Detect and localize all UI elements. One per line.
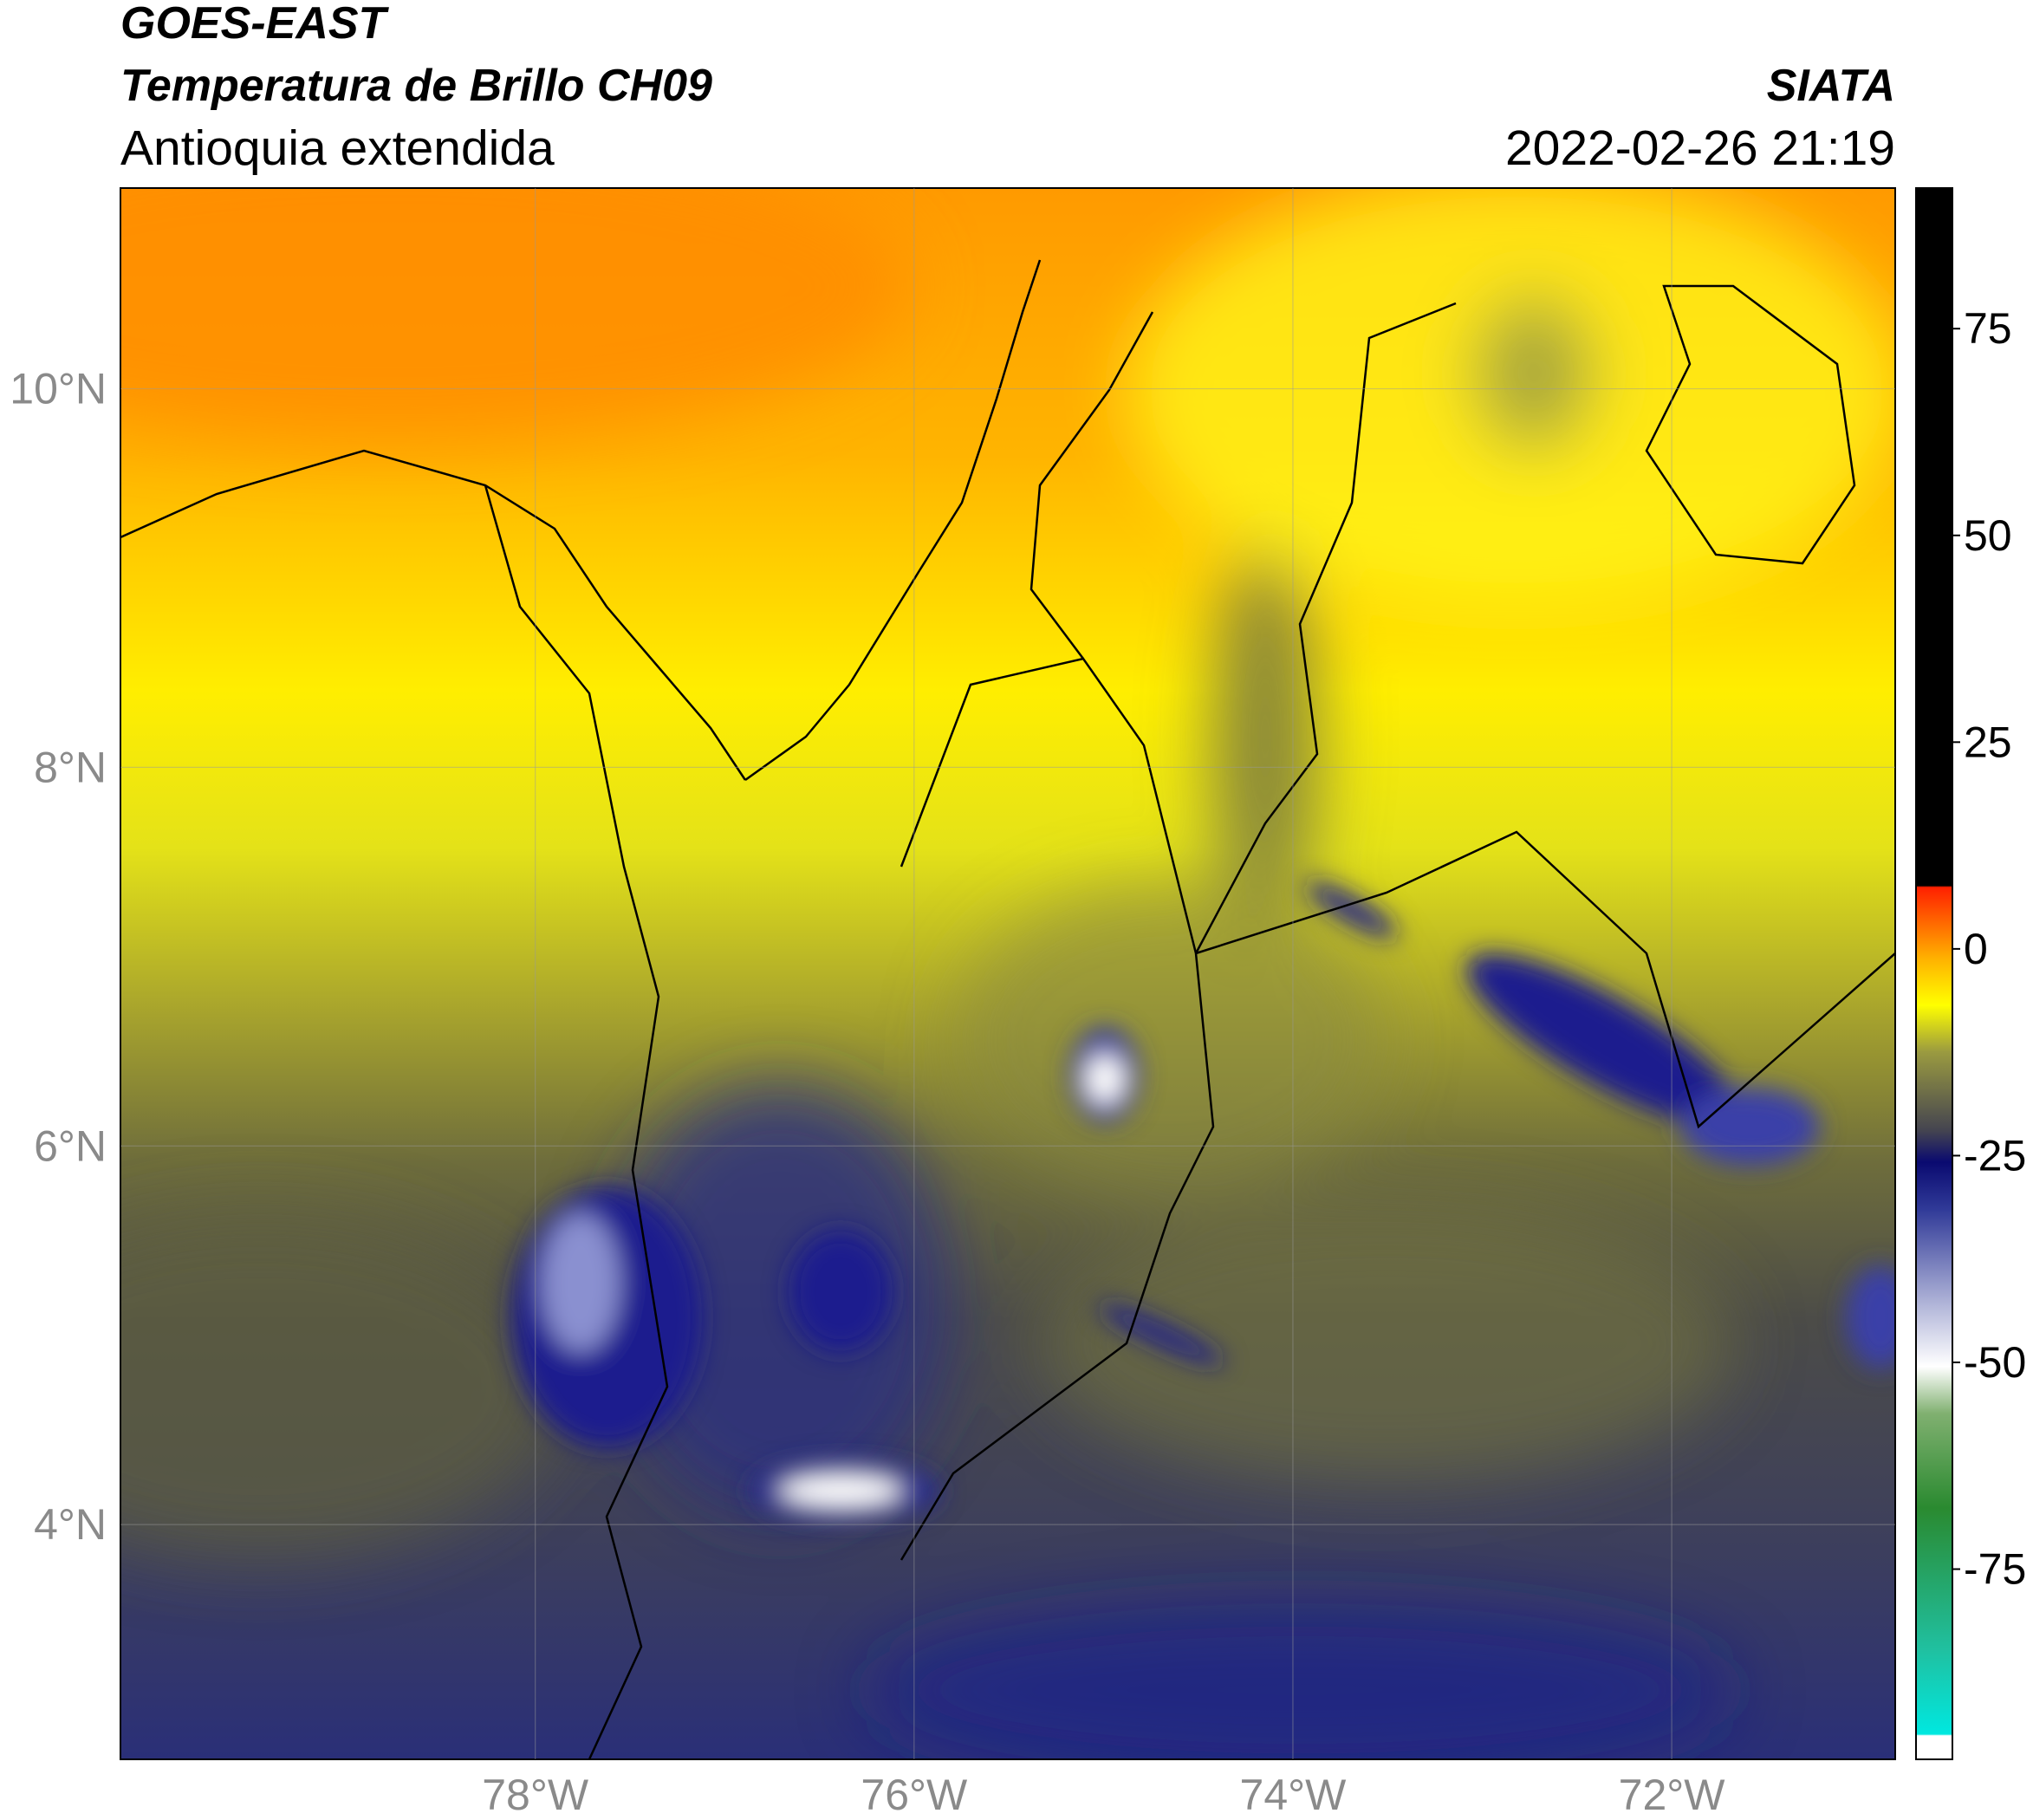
x-tick-label: 76°W — [861, 1771, 968, 1819]
colorbar-tick-label: -75 — [1964, 1545, 2026, 1594]
subtitle: Temperatura de Brillo CH09 — [120, 61, 712, 111]
colorbar-tick-label: 25 — [1964, 718, 2012, 766]
region: Antioquia extendida — [120, 120, 555, 176]
graticule — [120, 188, 1895, 1759]
x-tick-label: 72°W — [1619, 1771, 1726, 1819]
colorbar-tick-label: 0 — [1964, 925, 1988, 973]
source: SIATA — [1767, 61, 1895, 111]
title: GOES-EAST — [120, 0, 389, 49]
colorbar — [1915, 187, 1953, 1760]
x-tick-label: 74°W — [1240, 1771, 1348, 1819]
colorbar-tick-label: 50 — [1964, 511, 2012, 560]
y-tick-label: 6°N — [34, 1121, 107, 1170]
y-tick-label: 10°N — [10, 365, 107, 413]
datetime: 2022-02-26 21:19 — [1505, 120, 1895, 176]
x-tick-label: 78°W — [482, 1771, 589, 1819]
y-tick-label: 4°N — [34, 1500, 107, 1549]
y-tick-label: 8°N — [34, 743, 107, 791]
map-frame — [120, 187, 1896, 1760]
colorbar-tick-label: -50 — [1964, 1338, 2026, 1387]
map-image — [120, 188, 1895, 1759]
colorbar-tick-label: 75 — [1964, 304, 2012, 353]
colorbar-tick-label: -25 — [1964, 1131, 2026, 1180]
